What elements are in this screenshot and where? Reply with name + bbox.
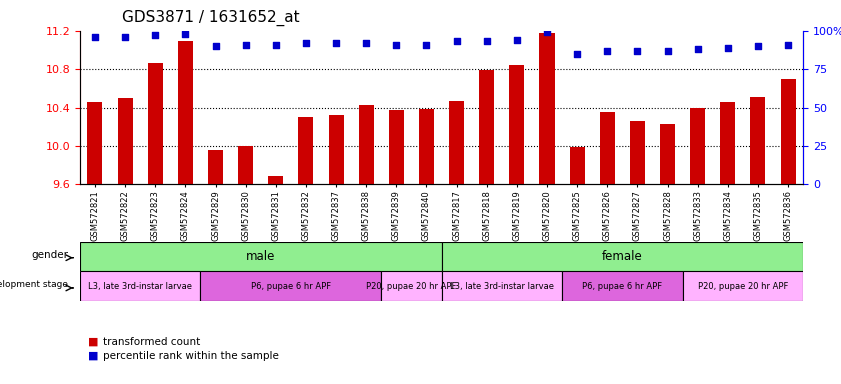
Bar bbox=[562, 271, 683, 301]
Text: GDS3871 / 1631652_at: GDS3871 / 1631652_at bbox=[122, 10, 299, 26]
Point bbox=[510, 37, 524, 43]
Point bbox=[178, 31, 192, 37]
Point bbox=[631, 48, 644, 54]
Text: L3, late 3rd-instar larvae: L3, late 3rd-instar larvae bbox=[450, 282, 553, 291]
Point bbox=[570, 51, 584, 57]
Text: P20, pupae 20 hr APF: P20, pupae 20 hr APF bbox=[366, 282, 457, 291]
Bar bbox=[683, 271, 803, 301]
Bar bbox=[118, 98, 133, 384]
Bar bbox=[750, 97, 765, 384]
Text: P6, pupae 6 hr APF: P6, pupae 6 hr APF bbox=[251, 282, 331, 291]
Text: development stage: development stage bbox=[0, 280, 68, 290]
Bar bbox=[600, 113, 615, 384]
Text: L3, late 3rd-instar larvae: L3, late 3rd-instar larvae bbox=[88, 282, 192, 291]
Bar bbox=[238, 146, 253, 384]
Bar bbox=[449, 101, 464, 384]
Text: P20, pupae 20 hr APF: P20, pupae 20 hr APF bbox=[698, 282, 788, 291]
Bar bbox=[510, 65, 525, 384]
Point bbox=[540, 29, 553, 35]
Bar bbox=[442, 271, 562, 301]
Point bbox=[88, 34, 102, 40]
Point bbox=[119, 34, 132, 40]
Text: ■: ■ bbox=[88, 351, 98, 361]
Bar bbox=[148, 63, 163, 384]
Point bbox=[239, 41, 252, 48]
Point bbox=[209, 43, 222, 49]
Point bbox=[149, 32, 162, 38]
Point bbox=[721, 45, 734, 51]
Text: transformed count: transformed count bbox=[103, 337, 201, 347]
Bar bbox=[539, 33, 554, 384]
Point bbox=[661, 48, 674, 54]
Point bbox=[600, 48, 614, 54]
Text: ■: ■ bbox=[88, 337, 98, 347]
Bar bbox=[329, 115, 344, 384]
Point bbox=[330, 40, 343, 46]
Bar bbox=[208, 150, 223, 384]
Text: P6, pupae 6 hr APF: P6, pupae 6 hr APF bbox=[582, 282, 663, 291]
Bar bbox=[358, 104, 373, 384]
Point bbox=[480, 38, 494, 45]
Text: male: male bbox=[246, 250, 275, 263]
Bar bbox=[569, 147, 584, 384]
Bar bbox=[442, 242, 803, 271]
Bar bbox=[80, 271, 200, 301]
Bar bbox=[268, 176, 283, 384]
Point bbox=[781, 41, 795, 48]
Bar bbox=[479, 70, 495, 384]
Point bbox=[269, 41, 283, 48]
Bar bbox=[419, 109, 434, 384]
Bar bbox=[389, 111, 404, 384]
Point bbox=[359, 40, 373, 46]
Bar bbox=[200, 271, 381, 301]
Point bbox=[389, 41, 403, 48]
Text: gender: gender bbox=[31, 250, 68, 260]
Text: percentile rank within the sample: percentile rank within the sample bbox=[103, 351, 279, 361]
Bar bbox=[630, 121, 645, 384]
Bar bbox=[720, 102, 735, 384]
Point bbox=[751, 43, 764, 49]
Point bbox=[420, 41, 433, 48]
Bar bbox=[660, 124, 675, 384]
Point bbox=[691, 46, 705, 52]
Point bbox=[450, 38, 463, 45]
Point bbox=[299, 40, 313, 46]
Bar bbox=[87, 102, 103, 384]
Bar bbox=[381, 271, 442, 301]
Bar bbox=[299, 117, 314, 384]
Bar bbox=[80, 242, 442, 271]
Text: female: female bbox=[602, 250, 643, 263]
Bar bbox=[690, 108, 706, 384]
Bar bbox=[780, 79, 796, 384]
Bar bbox=[177, 41, 193, 384]
